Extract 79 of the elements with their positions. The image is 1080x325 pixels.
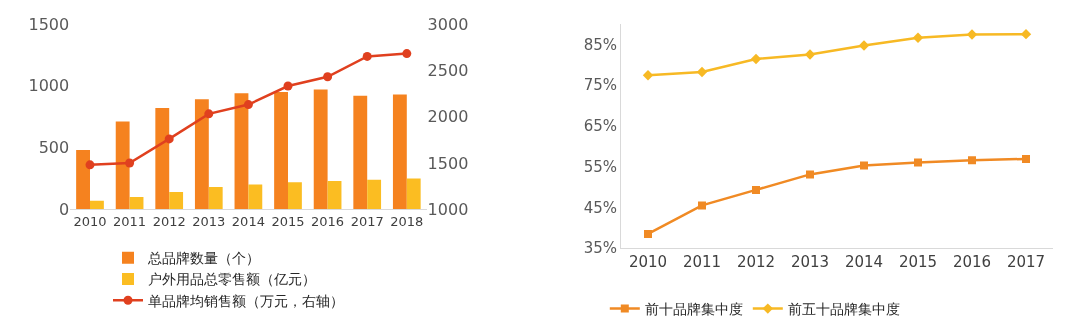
y2-tick-label: 2500 <box>427 60 469 80</box>
bar <box>406 178 421 210</box>
bar <box>115 121 130 210</box>
point <box>966 29 978 40</box>
point <box>698 201 706 210</box>
legend-label: 前十品牌集中度 <box>644 301 743 318</box>
x-tick-label: 2017 <box>350 213 384 229</box>
y-tick-label: 1000 <box>28 76 70 96</box>
bar <box>313 89 328 210</box>
point <box>243 100 253 110</box>
y-tick-label: 1500 <box>28 14 70 34</box>
bar <box>155 107 170 210</box>
x-tick-label: 2012 <box>152 213 186 229</box>
point <box>164 134 174 144</box>
point <box>204 109 214 119</box>
point <box>402 49 412 59</box>
y-tick-label: 45% <box>583 198 617 217</box>
bar <box>208 187 223 210</box>
y2-tick-label: 2000 <box>427 107 469 127</box>
y-tick-label: 0 <box>59 199 70 219</box>
point <box>752 185 760 194</box>
x-tick-label: 2011 <box>682 253 722 272</box>
x-tick-label: 2017 <box>1006 253 1046 272</box>
y-tick-label: 75% <box>583 76 617 95</box>
legend-label: 总品牌数量（个） <box>147 250 260 267</box>
x-tick-label: 2013 <box>192 213 226 229</box>
bar <box>76 150 90 210</box>
x-tick-label: 2010 <box>73 213 107 229</box>
point <box>85 160 95 170</box>
point <box>125 158 135 168</box>
point <box>806 170 814 179</box>
point <box>914 158 922 167</box>
point <box>642 70 654 81</box>
point <box>644 229 652 238</box>
bar <box>248 184 263 210</box>
bar <box>327 180 342 210</box>
point <box>860 161 868 170</box>
x-tick-label: 2014 <box>844 253 884 272</box>
point <box>1020 28 1032 40</box>
bar <box>288 182 302 210</box>
bar <box>367 179 382 210</box>
legend-label: 前五十品牌集中度 <box>787 301 900 318</box>
point <box>283 81 293 91</box>
bar <box>274 91 288 210</box>
bar <box>234 93 249 210</box>
legend-label: 单品牌均销售额（万元，右轴） <box>148 292 344 309</box>
y-tick-label: 65% <box>583 117 617 136</box>
y2-tick-label: 1000 <box>427 199 469 219</box>
x-tick-label: 2016 <box>311 213 345 229</box>
point <box>858 40 870 51</box>
bar <box>392 94 407 210</box>
bar <box>353 95 368 210</box>
point <box>968 156 976 165</box>
point <box>323 72 333 82</box>
x-tick-label: 2014 <box>231 213 265 229</box>
point <box>804 49 816 60</box>
x-tick-label: 2015 <box>898 253 938 272</box>
y-tick-label: 500 <box>38 138 70 158</box>
x-tick-label: 2016 <box>952 253 992 272</box>
point <box>1022 154 1030 163</box>
bar <box>194 99 209 210</box>
x-tick-label: 2012 <box>736 253 776 272</box>
point <box>750 53 762 65</box>
y2-tick-label: 1500 <box>427 153 469 173</box>
x-tick-label: 2018 <box>390 213 424 229</box>
x-tick-label: 2015 <box>271 213 305 229</box>
y-tick-label: 85% <box>583 35 617 54</box>
bar <box>129 196 144 210</box>
y-tick-label: 35% <box>583 239 617 258</box>
y2-tick-label: 3000 <box>427 14 469 34</box>
bar <box>90 200 104 210</box>
point <box>912 32 924 44</box>
x-tick-label: 2013 <box>790 253 830 272</box>
legend-label: 户外用品总零售额（亿元） <box>148 271 316 288</box>
y-tick-label: 55% <box>583 157 617 176</box>
point <box>362 51 372 61</box>
x-tick-label: 2010 <box>628 253 668 272</box>
bar <box>169 192 184 210</box>
x-tick-label: 2011 <box>113 213 147 229</box>
